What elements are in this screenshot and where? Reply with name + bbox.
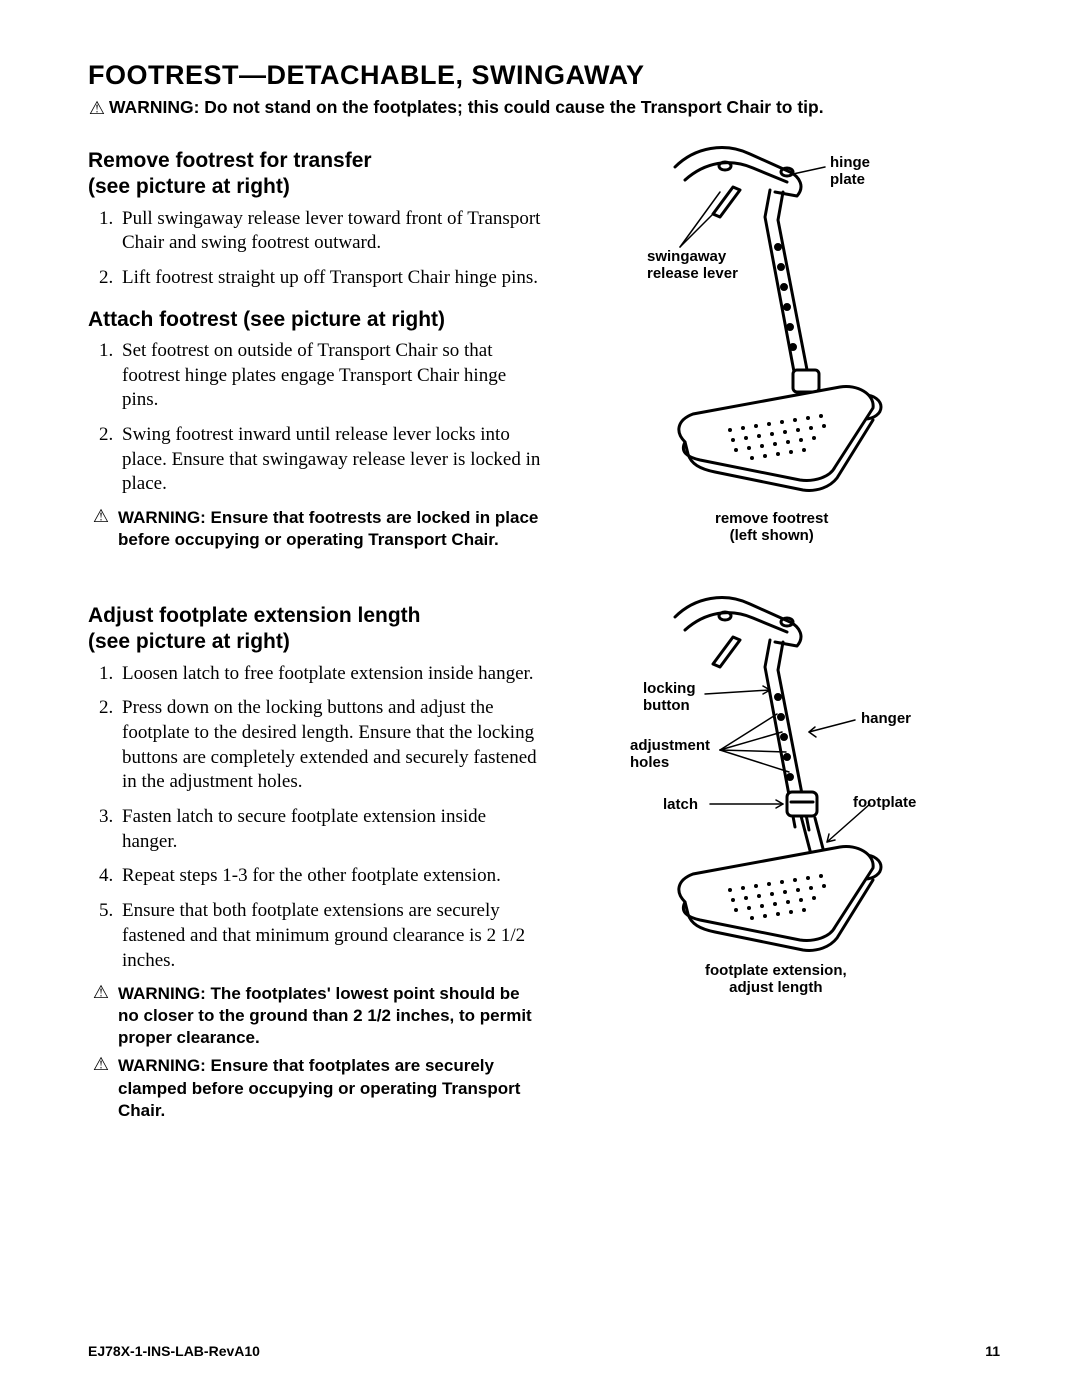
section3-warning-1: ⚠ WARNING: The footplates' lowest point … [88, 983, 543, 1049]
figure-remove-footrest: hinge plate swingaway release lever remo… [565, 132, 1000, 562]
section3-heading: Adjust footplate extension length (see p… [88, 603, 543, 656]
section3-heading-line1: Adjust footplate extension length [88, 604, 421, 627]
list-item: Fasten latch to secure footplate extensi… [118, 805, 543, 854]
warning-icon: ⚠ [88, 99, 106, 117]
list-item: Lift footrest straight up off Transport … [118, 266, 543, 291]
section1-heading-line2: (see picture at right) [88, 175, 290, 198]
list-item: Press down on the locking buttons and ad… [118, 696, 543, 795]
section1-heading-line1: Remove footrest for transfer [88, 149, 372, 172]
figure2-label-latch: latch [663, 796, 698, 813]
label-text: holes [630, 754, 669, 771]
section2-warning: ⚠ WARNING: Ensure that footrests are loc… [88, 507, 543, 551]
figure2-label-adjustment-holes: adjustment holes [630, 737, 710, 772]
warning-icon: ⚠ [92, 1055, 110, 1073]
figure2-label-locking-button: locking button [643, 680, 696, 715]
page-footer: EJ78X-1-INS-LAB-RevA10 11 [88, 1343, 1000, 1359]
figure1-label-hinge-plate: hinge plate [830, 154, 870, 189]
top-warning-line: ⚠ WARNING: Do not stand on the footplate… [88, 97, 1000, 118]
label-text: adjustment [630, 737, 710, 754]
warning-icon: ⚠ [92, 507, 110, 525]
section3-steps: Loosen latch to free footplate extension… [88, 662, 543, 974]
caption-text: (left shown) [730, 527, 814, 544]
label-text: locking [643, 680, 696, 697]
top-warning-text: WARNING: Do not stand on the footplates;… [109, 97, 824, 118]
list-item: Loosen latch to free footplate extension… [118, 662, 543, 687]
list-item: Swing footrest inward until release leve… [118, 423, 543, 497]
list-item: Ensure that both footplate extensions ar… [118, 899, 543, 973]
caption-text: remove footrest [715, 510, 828, 527]
figure1-caption: remove footrest (left shown) [715, 510, 828, 545]
caption-text: adjust length [729, 979, 822, 996]
section3-warning2-text: WARNING: Ensure that footplates are secu… [118, 1056, 520, 1119]
section2-warning-text: WARNING: Ensure that footrests are locke… [118, 508, 538, 549]
section1-heading: Remove footrest for transfer (see pictur… [88, 148, 543, 201]
list-item: Repeat steps 1-3 for the other footplate… [118, 864, 543, 889]
label-text: release lever [647, 265, 738, 282]
caption-text: footplate extension, [705, 962, 847, 979]
right-column: hinge plate swingaway release lever remo… [565, 132, 1000, 1022]
section3-warning-2: ⚠ WARNING: Ensure that footplates are se… [88, 1055, 543, 1121]
section1-steps: Pull swingaway release lever toward fron… [88, 207, 543, 291]
section2-heading: Attach footrest (see picture at right) [88, 307, 543, 333]
section3-warning1-text: WARNING: The footplates' lowest point sh… [118, 984, 532, 1047]
label-text: swingaway [647, 248, 726, 265]
list-item: Pull swingaway release lever toward fron… [118, 207, 543, 256]
figure2-label-hanger: hanger [861, 710, 911, 727]
figure2-label-footplate: footplate [853, 794, 916, 811]
warning-icon: ⚠ [92, 983, 110, 1001]
label-text: hinge [830, 154, 870, 171]
figure2-caption: footplate extension, adjust length [705, 962, 847, 997]
footrest-diagram-1-icon [565, 132, 925, 532]
label-text: plate [830, 171, 865, 188]
list-item: Set footrest on outside of Transport Cha… [118, 339, 543, 413]
footer-page-number: 11 [985, 1343, 1000, 1359]
footrest-diagram-2-icon [565, 582, 925, 982]
label-text: button [643, 697, 690, 714]
figure1-label-swingaway: swingaway release lever [647, 248, 738, 283]
section2-steps: Set footrest on outside of Transport Cha… [88, 339, 543, 497]
left-column: Remove footrest for transfer (see pictur… [88, 132, 543, 1128]
figure-adjust-footplate: locking button adjustment holes hanger l… [565, 582, 1000, 1022]
section3-heading-line2: (see picture at right) [88, 630, 290, 653]
page-title: FOOTREST—DETACHABLE, SWINGAWAY [88, 60, 1000, 91]
footer-doc-id: EJ78X-1-INS-LAB-RevA10 [88, 1343, 260, 1359]
